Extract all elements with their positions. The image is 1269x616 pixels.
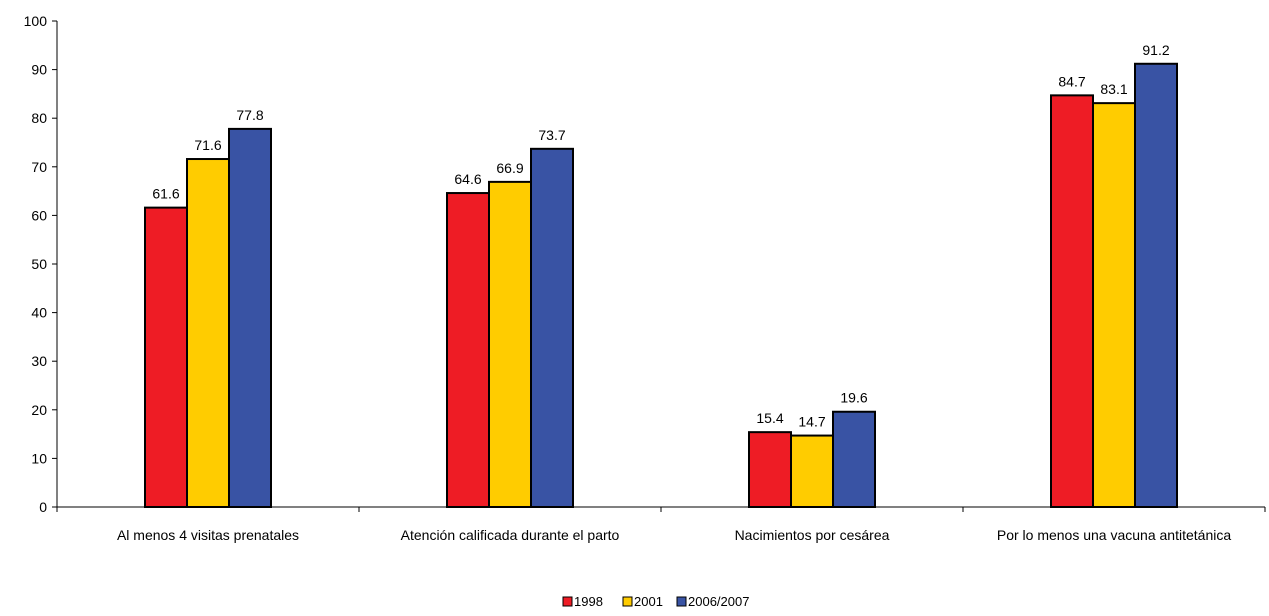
data-label: 19.6 bbox=[840, 390, 867, 406]
y-tick-label: 10 bbox=[31, 450, 47, 466]
bar-2001-3 bbox=[790, 434, 834, 509]
y-tick-label: 100 bbox=[24, 13, 48, 29]
data-label: 14.7 bbox=[798, 414, 825, 430]
bar-2001-2 bbox=[488, 180, 532, 508]
data-label: 83.1 bbox=[1100, 81, 1127, 97]
data-label: 15.4 bbox=[756, 410, 783, 426]
data-label: 66.9 bbox=[496, 160, 523, 176]
data-label: 84.7 bbox=[1058, 73, 1085, 89]
data-label: 64.6 bbox=[454, 171, 481, 187]
y-tick-label: 60 bbox=[31, 207, 47, 223]
legend-swatch-1998 bbox=[562, 596, 573, 607]
bar-2001-1 bbox=[186, 158, 230, 509]
legend-swatch-2001 bbox=[622, 596, 633, 607]
y-tick-label: 70 bbox=[31, 159, 47, 175]
legend-label: 2006/2007 bbox=[688, 594, 749, 609]
bar-1998-4 bbox=[1050, 94, 1094, 508]
x-category-label: Atención calificada durante el parto bbox=[401, 527, 620, 543]
bar-1998-1 bbox=[144, 206, 188, 508]
y-tick-label: 80 bbox=[31, 110, 47, 126]
data-label: 73.7 bbox=[538, 127, 565, 143]
data-label: 91.2 bbox=[1142, 42, 1169, 58]
bar-2006-2007-2 bbox=[530, 147, 574, 508]
data-label: 61.6 bbox=[152, 186, 179, 202]
legend-label: 2001 bbox=[634, 594, 663, 609]
y-tick-label: 20 bbox=[31, 402, 47, 418]
bar-2001-4 bbox=[1092, 102, 1136, 508]
bar-2006-2007-4 bbox=[1134, 62, 1178, 508]
y-tick-label: 30 bbox=[31, 353, 47, 369]
x-category-label: Al menos 4 visitas prenatales bbox=[117, 527, 299, 543]
y-axis: 0 10 20 30 40 50 60 70 80 90 100 bbox=[24, 13, 58, 515]
bar-2006-2007-1 bbox=[228, 127, 272, 508]
data-label: 77.8 bbox=[236, 107, 263, 123]
bar-1998-3 bbox=[748, 431, 792, 509]
legend: 1998 2001 2006/2007 bbox=[562, 594, 749, 609]
legend-label: 1998 bbox=[574, 594, 603, 609]
legend-swatch-2006-2007 bbox=[676, 596, 687, 607]
bar-1998-2 bbox=[446, 192, 490, 508]
y-tick-label: 0 bbox=[39, 499, 47, 515]
bar-2006-2007-3 bbox=[832, 410, 876, 508]
data-labels: 61.6 71.6 77.8 64.6 66.9 73.7 15.4 14.7 19.6 84.7… bbox=[152, 42, 1169, 430]
data-label: 71.6 bbox=[194, 137, 221, 153]
x-category-label: Nacimientos por cesárea bbox=[735, 527, 890, 543]
y-tick-label: 50 bbox=[31, 256, 47, 272]
y-tick-label: 40 bbox=[31, 305, 47, 321]
y-tick-label: 90 bbox=[31, 62, 47, 78]
x-category-label: Por lo menos una vacuna antitetánica bbox=[997, 527, 1231, 543]
bars bbox=[144, 62, 1178, 509]
x-axis: Al menos 4 visitas prenatales Atención ca… bbox=[56, 506, 1266, 543]
